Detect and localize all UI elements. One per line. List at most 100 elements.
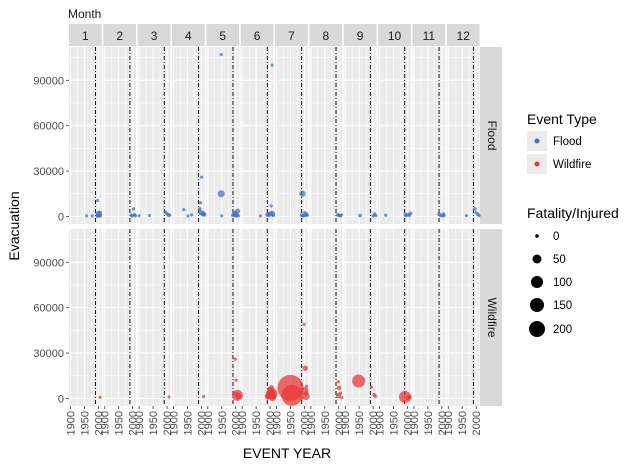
legend-size-label-100: 100 (553, 277, 572, 289)
y-tick-label: 30000 (33, 166, 64, 178)
data-point-flood (131, 207, 136, 211)
month-strip-label: 2 (116, 29, 123, 43)
x-tick-label: 1900 (203, 411, 215, 435)
facet-panel (172, 47, 205, 224)
legend-label-flood: Flood (553, 136, 582, 148)
data-point-flood (186, 214, 190, 218)
x-tick-label: 2000 (437, 411, 449, 435)
month-strip-label: 6 (254, 29, 261, 43)
month-strip (137, 24, 171, 46)
data-point-flood (137, 214, 141, 218)
x-tick-label: 1950 (114, 411, 126, 435)
data-point-wildfire (336, 385, 342, 391)
data-point-flood (408, 211, 413, 216)
x-tick-label: 1950 (148, 411, 160, 435)
y-tick-label: 60000 (33, 303, 64, 315)
data-point-flood (299, 190, 306, 197)
data-point-wildfire (281, 384, 303, 406)
data-point-flood (182, 208, 186, 212)
x-tick-label: 1950 (251, 411, 263, 435)
x-tick-label: 1950 (79, 411, 91, 435)
data-point-flood (442, 214, 446, 218)
data-point-flood (217, 190, 225, 198)
y-axis-title: Evacuation (6, 191, 22, 260)
month-facet-title: Month (68, 7, 101, 21)
x-tick-label: 2000 (93, 411, 105, 435)
data-point-flood (374, 213, 378, 218)
data-point-wildfire (336, 380, 340, 384)
x-tick-label: 1950 (354, 411, 366, 435)
month-strip-label: 9 (357, 29, 364, 43)
x-tick-label: 2000 (231, 411, 243, 435)
data-point-wildfire (407, 395, 412, 400)
data-point-flood (198, 201, 203, 205)
data-point-wildfire (299, 396, 304, 401)
month-strip (103, 24, 137, 46)
points-layer (85, 52, 481, 406)
data-point-flood (133, 214, 138, 218)
data-point-flood (339, 213, 344, 217)
x-tick-label: 2000 (471, 411, 483, 435)
facet-panel (206, 47, 240, 224)
data-point-flood (130, 214, 134, 218)
data-point-wildfire (373, 394, 378, 399)
x-tick-label: 1900 (237, 411, 249, 435)
facet-panel (240, 229, 274, 406)
data-point-flood (477, 214, 481, 218)
x-tick-label: 1950 (217, 411, 229, 435)
data-point-wildfire (338, 391, 343, 395)
data-point-flood (197, 206, 202, 211)
facet-panel (378, 229, 411, 406)
facet-panel (343, 47, 377, 224)
legend-size-label-0: 0 (553, 231, 559, 243)
month-strip (69, 24, 102, 46)
legend-size-key-100 (531, 276, 543, 288)
facet-panel (240, 47, 274, 224)
data-point-flood (384, 213, 388, 217)
x-tick-label: 1900 (443, 411, 455, 435)
event-type-strip-label: Wildfire (485, 297, 499, 337)
data-point-flood (85, 214, 89, 218)
data-point-flood (235, 208, 241, 214)
facet-panel (103, 47, 137, 224)
legend-label-wildfire: Wildfire (553, 159, 591, 171)
x-tick-label: 1950 (423, 411, 435, 435)
data-point-flood (95, 198, 100, 203)
facet-panel (206, 229, 240, 406)
data-point-wildfire (369, 385, 374, 389)
legend-size-key-50 (532, 254, 542, 264)
data-point-flood (464, 214, 469, 218)
month-strip (309, 24, 343, 46)
data-point-flood (190, 213, 194, 217)
legend-size-title: Fatality/Injured (527, 205, 619, 221)
data-point-flood (219, 52, 223, 57)
data-point-flood (98, 214, 102, 218)
event-type-strip (480, 47, 502, 224)
y-tick-label: 90000 (33, 75, 64, 87)
facet-panel (309, 47, 343, 224)
data-point-flood (270, 63, 274, 67)
data-point-flood (472, 206, 477, 211)
month-strip-label: 11 (423, 29, 436, 43)
x-tick-label: 1950 (285, 411, 297, 435)
x-tick-label: 2000 (196, 411, 208, 435)
x-axis-title: EVENT YEAR (243, 445, 331, 461)
data-point-flood (236, 214, 241, 218)
x-tick-label: 1950 (182, 411, 194, 435)
y-tick-label: 0 (58, 211, 64, 223)
legend: Event Type Flood Wildfire Fatality/Injur… (527, 111, 619, 337)
x-tick-label: 1900 (168, 411, 180, 435)
month-strip (378, 24, 411, 46)
x-tick-label: 2000 (334, 411, 346, 435)
data-point-wildfire (167, 395, 171, 399)
x-tick-label: 1900 (409, 411, 421, 435)
month-strip-label: 1 (82, 29, 89, 43)
data-point-flood (147, 213, 152, 218)
x-tick-label: 2000 (265, 411, 277, 435)
facet-panel (412, 47, 446, 224)
data-point-flood (305, 213, 310, 217)
data-point-flood (220, 214, 224, 218)
data-point-wildfire (302, 365, 308, 371)
